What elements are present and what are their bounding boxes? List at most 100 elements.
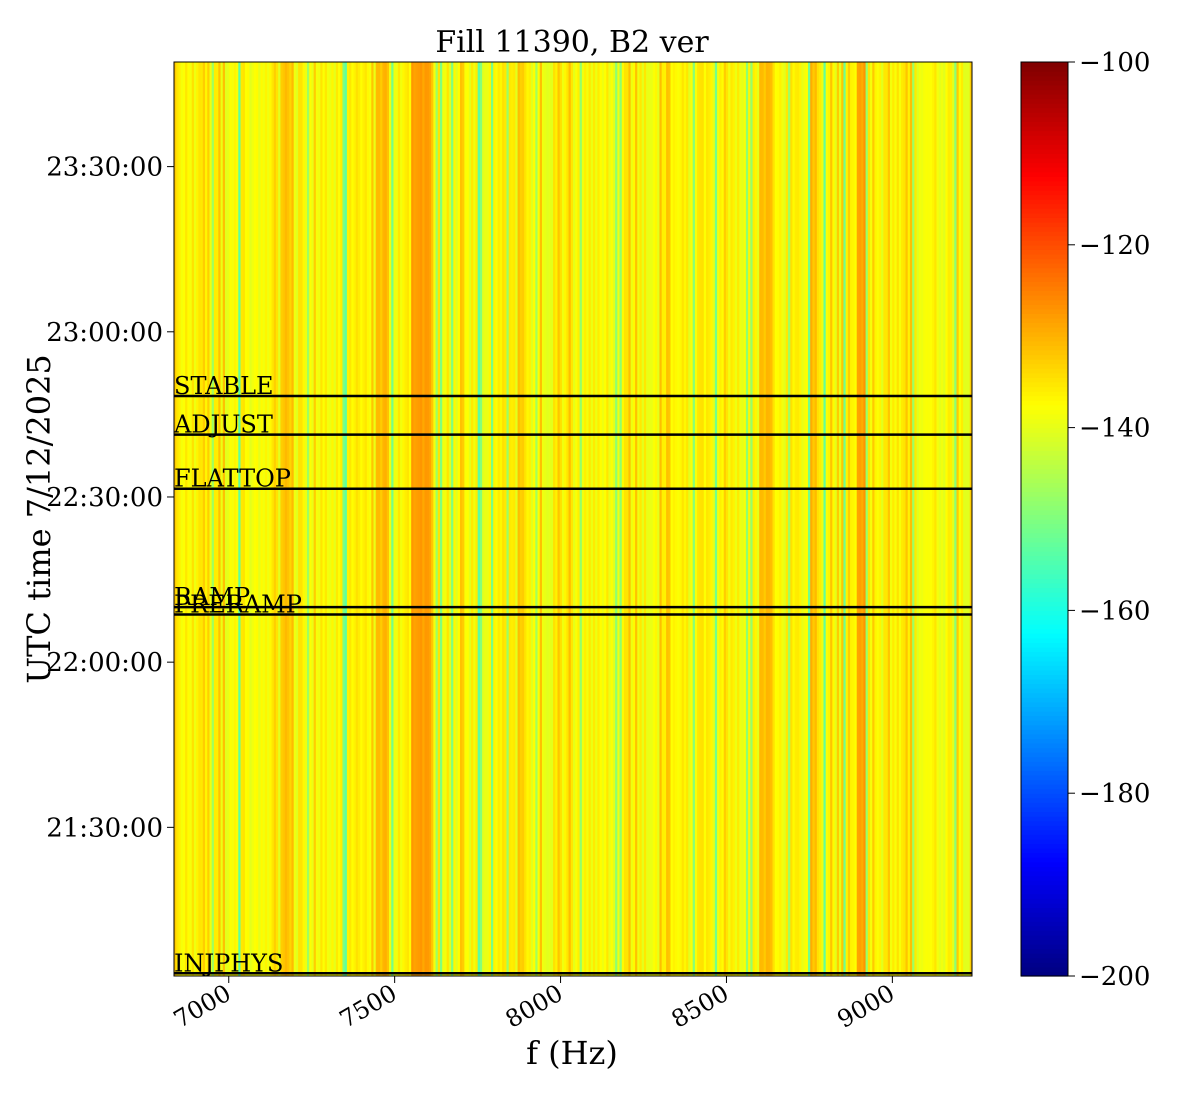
heatmap-stripe <box>566 62 570 976</box>
heatmap-stripe <box>244 62 248 976</box>
heatmap-stripe <box>617 62 621 976</box>
colorbar-segment <box>1021 185 1068 191</box>
heatmap-stripe <box>650 62 654 976</box>
heatmap-stripe <box>861 62 864 976</box>
heatmap-stripe <box>247 62 250 976</box>
heatmap-stripe <box>579 62 583 976</box>
colorbar-segment <box>1021 148 1068 154</box>
colorbar-segment <box>1021 445 1068 452</box>
heatmap-stripe <box>535 62 539 976</box>
colorbar-segment <box>1021 62 1068 68</box>
heatmap-stripe <box>559 62 563 976</box>
heatmap-stripe <box>231 62 235 976</box>
heatmap-stripe <box>191 62 195 976</box>
heatmap-stripe <box>273 62 277 976</box>
heatmap-stripe <box>229 62 233 976</box>
colorbar-segment <box>1021 614 1068 621</box>
heatmap-stripe <box>701 62 705 976</box>
colorbar-segment <box>1021 971 1068 977</box>
heatmap-stripe <box>326 62 330 976</box>
colorbar-segment <box>1021 450 1068 456</box>
colorbar-segment <box>1021 921 1068 927</box>
heatmap-stripe <box>287 62 290 976</box>
heatmap-stripe <box>896 62 900 976</box>
colorbar-segment <box>1021 880 1068 886</box>
heatmap-stripe <box>823 62 827 976</box>
colorbar-segment <box>1021 720 1068 726</box>
heatmap-stripe <box>737 62 740 976</box>
heatmap-stripe <box>621 62 625 976</box>
heatmap-stripe <box>313 62 317 976</box>
heatmap-stripe <box>271 62 275 976</box>
heatmap-stripe <box>291 62 295 976</box>
colorbar-segment <box>1021 930 1068 936</box>
heatmap-stripes <box>174 62 972 976</box>
heatmap-stripe <box>353 62 357 976</box>
colorbar-segment <box>1021 651 1068 657</box>
colorbar-segment <box>1021 907 1068 913</box>
heatmap-stripe <box>803 62 807 976</box>
colorbar-segment <box>1021 912 1068 918</box>
heatmap-stripe <box>468 62 472 976</box>
colorbar-segment <box>1021 816 1068 822</box>
heatmap-stripe <box>475 62 479 976</box>
heatmap-stripe <box>761 62 765 976</box>
colorbar-segment <box>1021 811 1068 817</box>
colorbar-segment <box>1021 240 1068 246</box>
heatmap-stripe <box>462 62 465 976</box>
heatmap-stripe <box>568 62 572 976</box>
colorbar-segment <box>1021 455 1068 461</box>
heatmap-stripe <box>404 62 408 976</box>
heatmap-stripe <box>870 62 873 976</box>
colorbar-segment <box>1021 706 1068 712</box>
heatmap-stripe <box>435 62 439 976</box>
heatmap-stripe <box>927 62 931 976</box>
heatmap-stripe <box>679 62 683 976</box>
heatmap-stripe <box>437 62 441 976</box>
heatmap-stripe <box>546 62 550 976</box>
colorbar-segment <box>1021 308 1068 314</box>
colorbar-segment <box>1021 276 1068 282</box>
colorbar-segment <box>1021 244 1068 250</box>
heatmap-stripe <box>408 62 412 976</box>
colorbar-segment <box>1021 409 1068 415</box>
heatmap-stripe <box>819 62 822 976</box>
colorbar-segment <box>1021 619 1068 625</box>
colorbar-segment <box>1021 870 1068 877</box>
heatmap-stripe <box>901 62 904 976</box>
colorbar-segment <box>1021 162 1068 168</box>
heatmap-stripe <box>386 62 390 976</box>
colorbar-segment <box>1021 852 1068 858</box>
colorbar-segment <box>1021 340 1068 346</box>
heatmap-stripe <box>783 62 787 976</box>
heatmap-stripe <box>550 62 554 976</box>
heatmap-stripe <box>455 62 459 976</box>
heatmap-stripe <box>630 62 634 976</box>
heatmap-stripe <box>805 62 809 976</box>
heatmap-stripe <box>187 62 191 976</box>
colorbar-segment <box>1021 902 1068 909</box>
colorbar-segment <box>1021 322 1068 328</box>
heatmap-stripe <box>479 62 483 976</box>
colorbar-segment <box>1021 75 1068 81</box>
colorbar-segment <box>1021 610 1068 616</box>
heatmap-stripe <box>517 62 521 976</box>
heatmap-stripe <box>785 62 789 976</box>
colorbar-segment <box>1021 519 1068 525</box>
colorbar-segment <box>1021 199 1068 205</box>
heatmap-stripe <box>413 62 417 976</box>
heatmap-stripe <box>652 62 656 976</box>
colorbar-segment <box>1021 89 1068 95</box>
heatmap-stripe <box>717 62 720 976</box>
colorbar-segment <box>1021 103 1068 109</box>
heatmap-stripe <box>457 62 461 976</box>
heatmap-stripe <box>779 62 782 976</box>
colorbar-segment <box>1021 884 1068 890</box>
heatmap-stripe <box>952 62 955 976</box>
colorbar-segment <box>1021 331 1068 337</box>
colorbar-segment <box>1021 267 1068 273</box>
heatmap-stripe <box>881 62 884 976</box>
colorbar: −200 −180 −160 −140 −120 −100 <box>1020 48 1150 992</box>
colorbar-segment <box>1021 432 1068 438</box>
